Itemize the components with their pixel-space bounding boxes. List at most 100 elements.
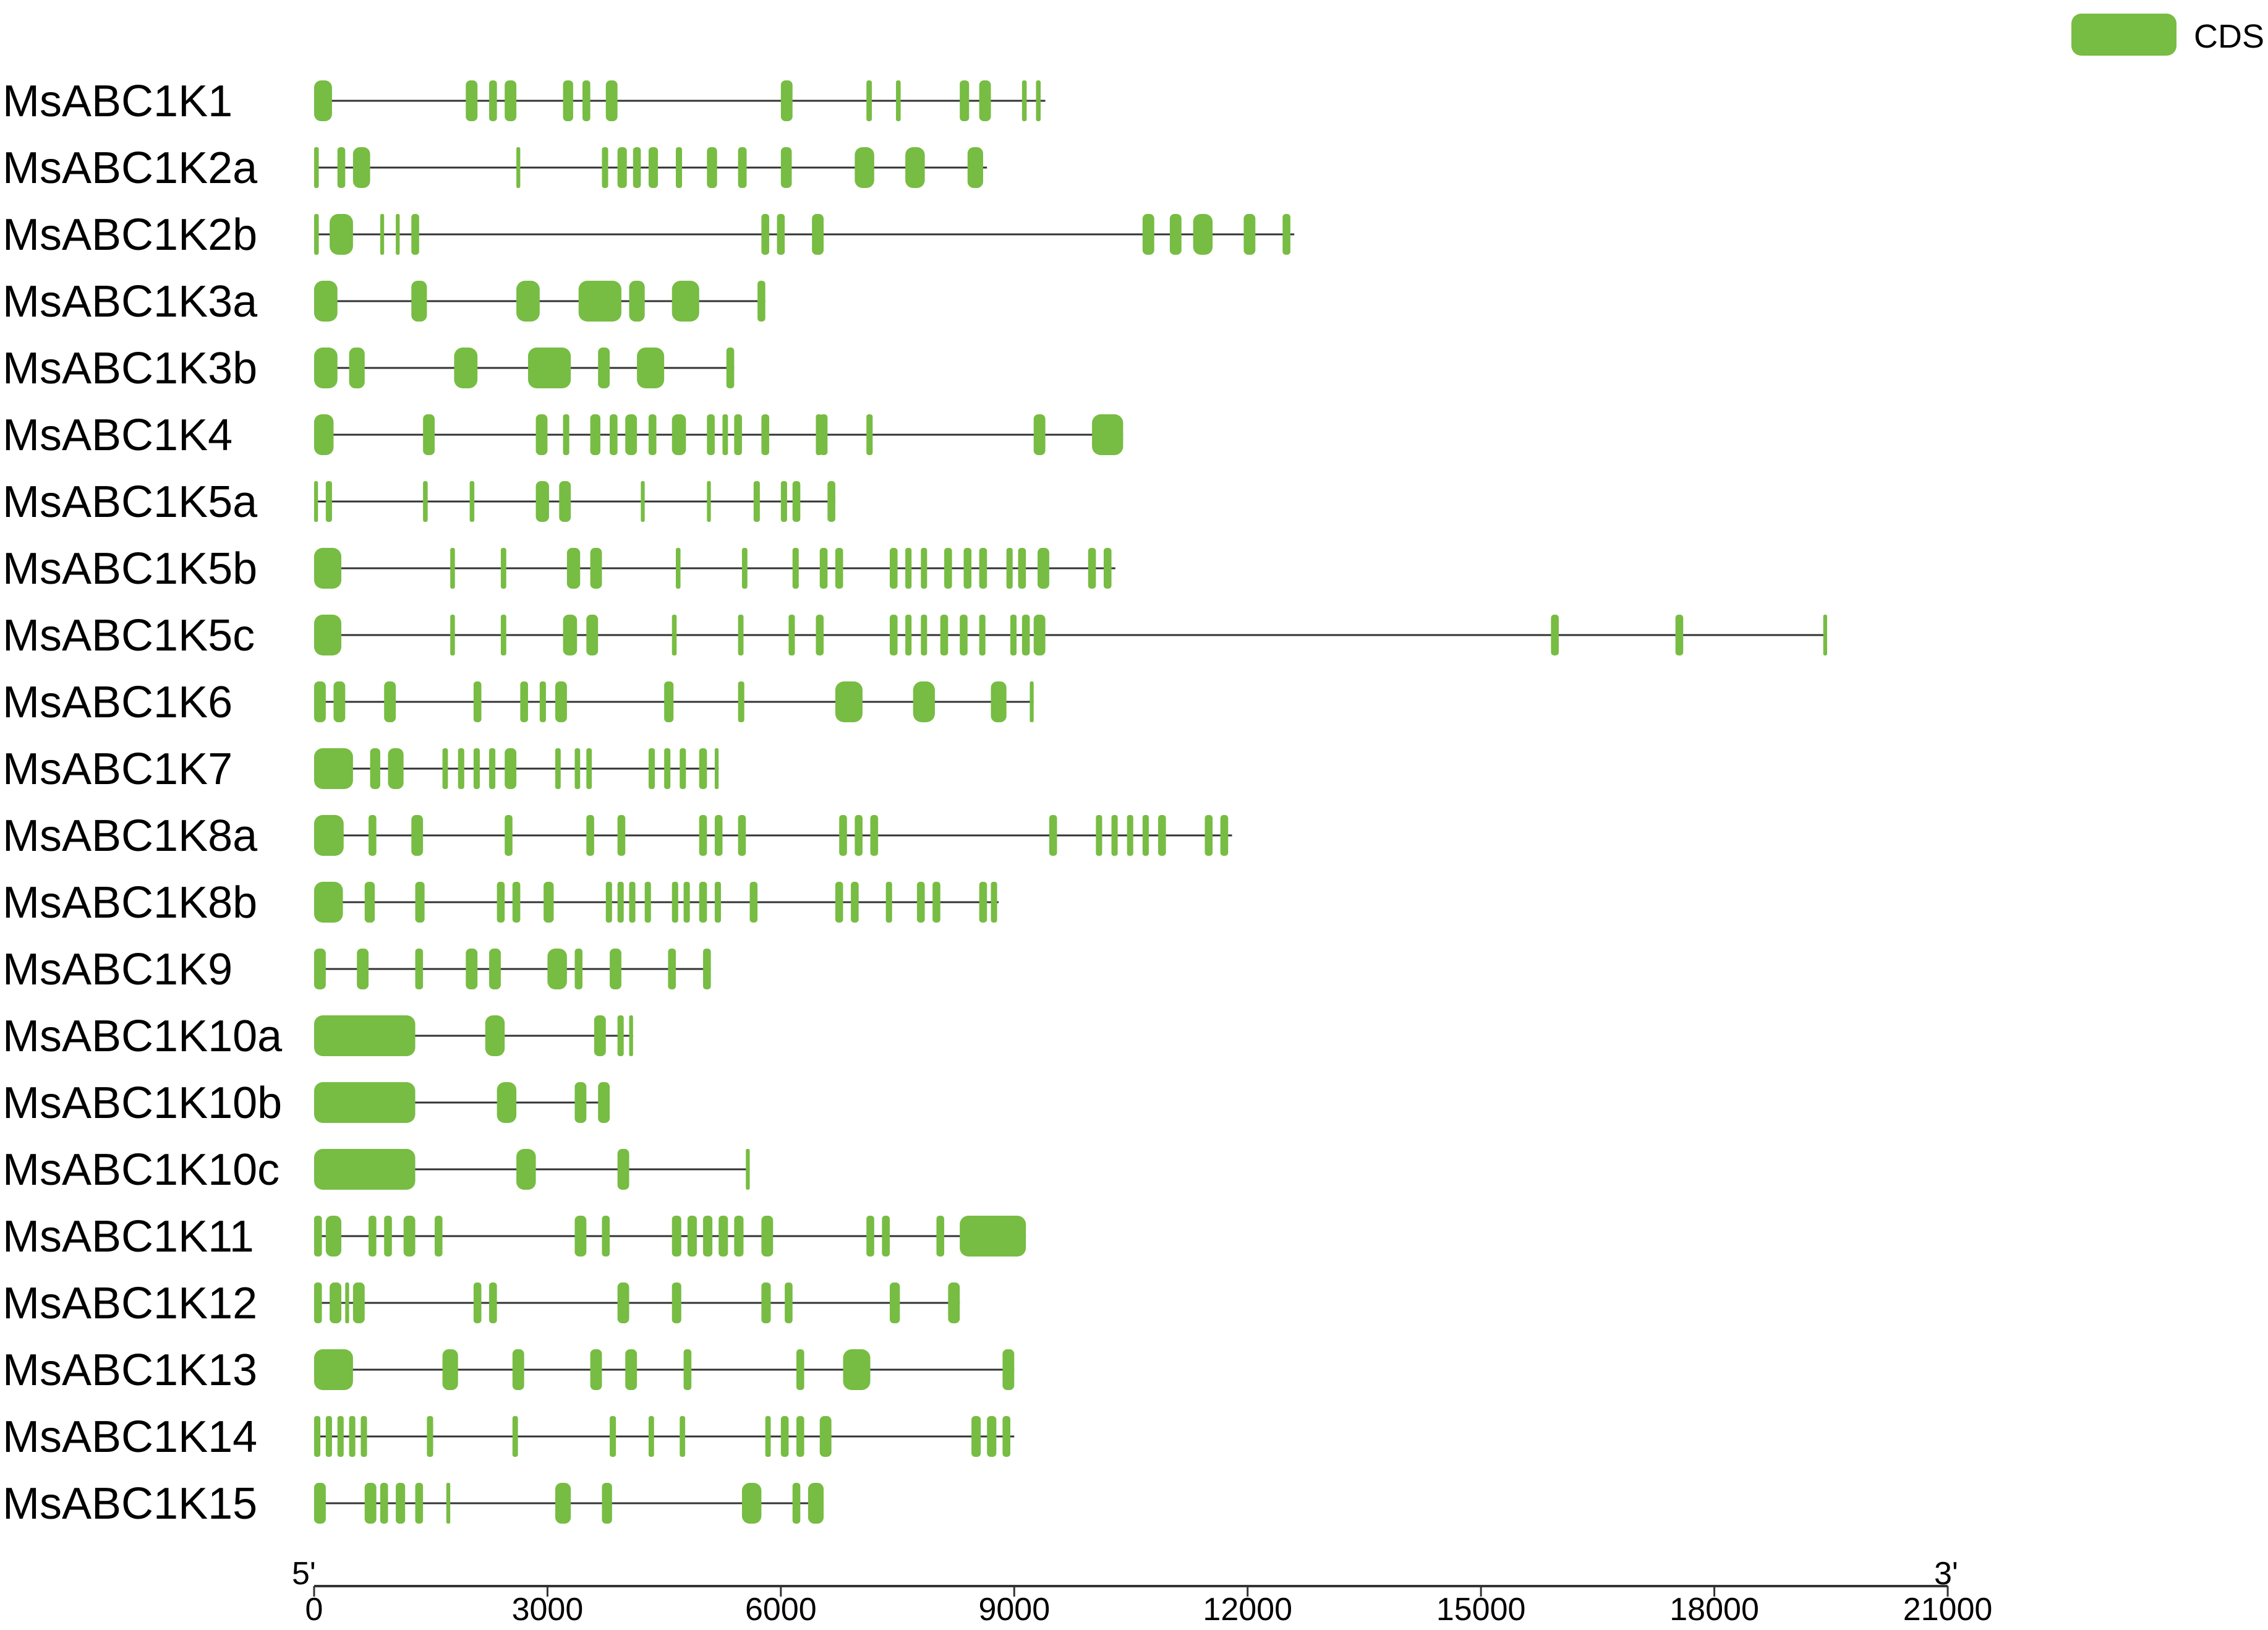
cds-block (442, 748, 448, 789)
gene-name-label: MsABC1K5b (2, 544, 257, 594)
cds-block (314, 1015, 416, 1056)
axis-tick-label: 12000 (1203, 1592, 1292, 1628)
cds-block (1551, 615, 1559, 655)
axis-tick-label: 3000 (512, 1592, 584, 1628)
cds-block (314, 1216, 322, 1257)
cds-block (314, 681, 326, 722)
cds-block (940, 615, 949, 655)
gene-name-label: MsABC1K10a (2, 1012, 283, 1061)
cds-block (991, 681, 1007, 722)
cds-block (314, 1483, 326, 1524)
cds-block (314, 882, 343, 923)
cds-block (726, 348, 735, 388)
cds-block (578, 281, 621, 322)
cds-block (761, 414, 769, 455)
gene-row: MsABC1K7 (2, 745, 719, 794)
cds-block (738, 615, 744, 655)
gene-name-label: MsABC1K5c (2, 611, 255, 660)
cds-block (535, 481, 549, 522)
cds-block (714, 815, 723, 856)
cds-block (582, 80, 590, 121)
cds-block (792, 481, 801, 522)
cds-block (516, 281, 540, 322)
cds-block (333, 681, 346, 722)
cds-block (979, 80, 991, 121)
cds-block (1142, 214, 1154, 255)
axis-tick-label: 9000 (978, 1592, 1050, 1628)
cds-block (349, 1416, 356, 1457)
cds-block (819, 1416, 832, 1457)
cds-block (1220, 815, 1229, 856)
cds-block (497, 1082, 517, 1123)
gene-row: MsABC1K10b (2, 1078, 610, 1128)
cds-block (979, 882, 987, 923)
cds-block (314, 748, 353, 789)
cds-block (648, 1416, 654, 1457)
axis-tick-label: 21000 (1903, 1592, 1993, 1628)
cds-block (598, 348, 610, 388)
cds-block (388, 748, 404, 789)
cds-block (835, 882, 843, 923)
cds-block (605, 80, 618, 121)
cds-block (1169, 214, 1182, 255)
cds-block (960, 1216, 1026, 1257)
cds-block (489, 1282, 497, 1323)
cds-block (555, 748, 561, 789)
cds-block (370, 748, 380, 789)
cds-block (882, 1216, 890, 1257)
cds-block (489, 80, 497, 121)
gene-name-label: MsABC1K6 (2, 678, 232, 727)
cds-block (671, 281, 699, 322)
cds-block (967, 147, 983, 188)
cds-block (384, 681, 396, 722)
cds-block (746, 1149, 750, 1190)
cds-block (563, 615, 578, 655)
cds-block (1033, 414, 1046, 455)
cds-block (1243, 214, 1256, 255)
cds-block (1096, 815, 1102, 856)
cds-block (889, 548, 898, 589)
cds-block (680, 748, 686, 789)
cds-block (473, 681, 482, 722)
gene-row: MsABC1K2b (2, 210, 1295, 260)
cds-block (446, 1483, 451, 1524)
axis-tick-label: 15000 (1436, 1592, 1526, 1628)
cds-block (780, 147, 792, 188)
cds-block (855, 147, 874, 188)
gene-name-label: MsABC1K13 (2, 1346, 257, 1395)
cds-block (687, 1216, 697, 1257)
cds-block (671, 1282, 681, 1323)
cds-block (1021, 615, 1030, 655)
cds-block (337, 1416, 344, 1457)
cds-block (641, 481, 645, 522)
cds-block (889, 1282, 900, 1323)
cds-block (1002, 1416, 1010, 1457)
gene-name-label: MsABC1K10c (2, 1145, 279, 1195)
cds-block (330, 1282, 342, 1323)
cds-block (559, 481, 571, 522)
cds-block (703, 949, 711, 989)
cds-block (1018, 548, 1026, 589)
cds-block (485, 1015, 505, 1056)
cds-block (617, 815, 626, 856)
cds-block (574, 1082, 587, 1123)
gene-name-label: MsABC1K1 (2, 77, 232, 126)
cds-block (905, 147, 925, 188)
cds-block (512, 1349, 524, 1390)
cds-block (808, 1483, 824, 1524)
scale-axis: 5' 3' 0 3000 6000 9000 12000 15000 18000 21000 (292, 1556, 1992, 1628)
cds-block (757, 281, 765, 322)
cds-block (442, 1349, 458, 1390)
cds-block (1282, 214, 1290, 255)
cds-block (610, 1416, 616, 1457)
cds-block (885, 882, 892, 923)
cds-block (917, 882, 925, 923)
gene-name-label: MsABC1K9 (2, 945, 232, 994)
cds-block (707, 481, 711, 522)
cds-block (819, 548, 828, 589)
cds-block (718, 1216, 728, 1257)
cds-block (896, 80, 901, 121)
cds-block (671, 1216, 681, 1257)
cds-block (707, 414, 715, 455)
cds-block (668, 949, 676, 989)
